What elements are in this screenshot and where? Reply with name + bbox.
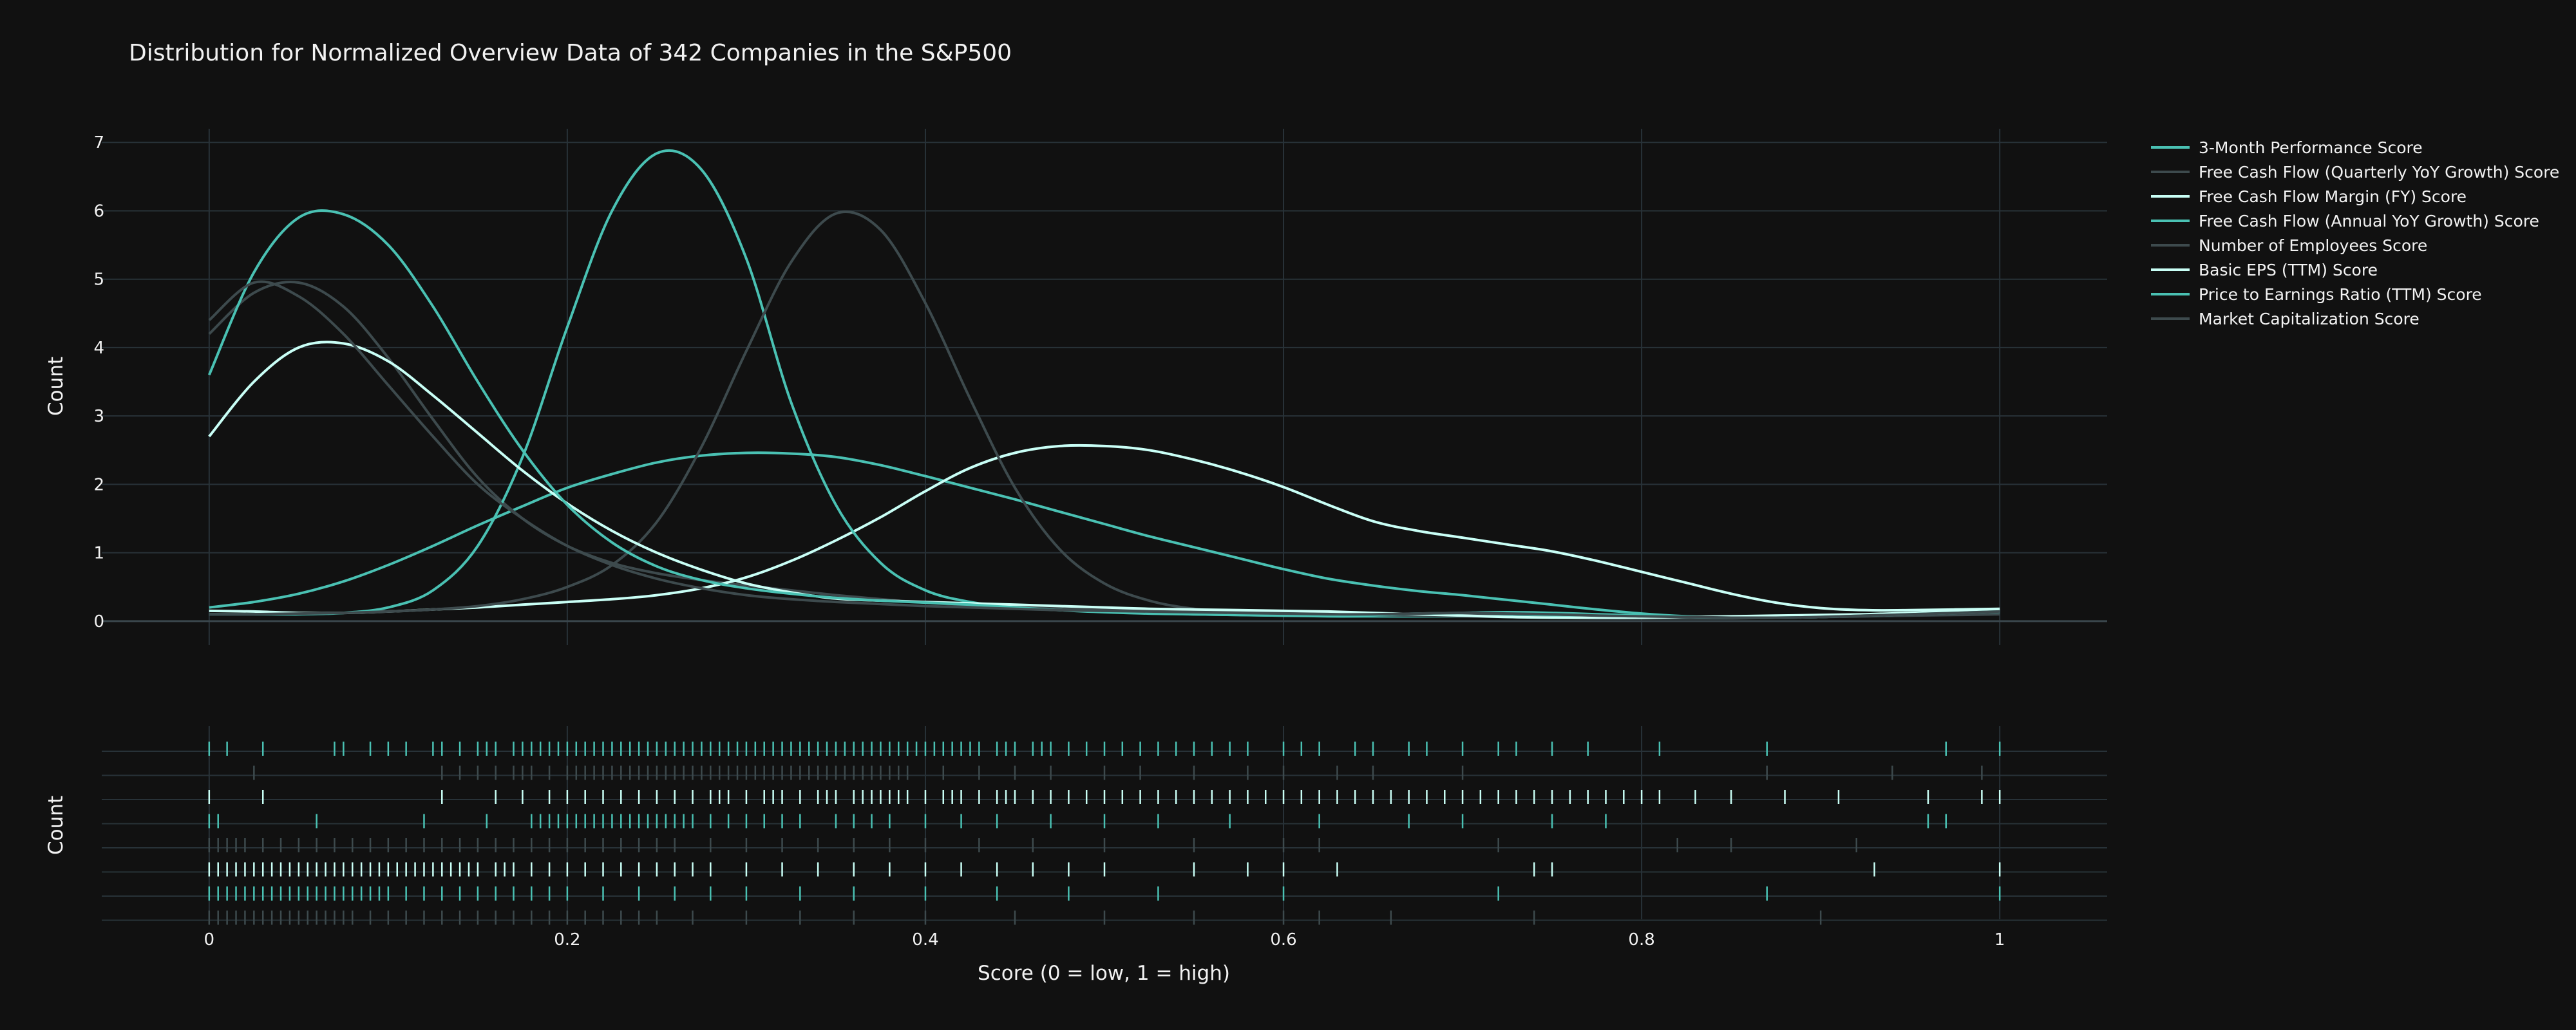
legend[interactable]: 3-Month Performance Score Free Cash Flow … bbox=[2151, 135, 2559, 331]
legend-item[interactable]: Number of Employees Score bbox=[2151, 233, 2559, 258]
y-tick-label: 5 bbox=[93, 270, 104, 290]
y-tick-label: 6 bbox=[93, 201, 104, 221]
legend-item[interactable]: Basic EPS (TTM) Score bbox=[2151, 258, 2559, 282]
density-curve bbox=[208, 280, 2000, 619]
x-tick-label: 0.8 bbox=[1628, 930, 1654, 950]
y-tick-label: 3 bbox=[93, 407, 104, 426]
legend-item[interactable]: Price to Earnings Ratio (TTM) Score bbox=[2151, 282, 2559, 306]
density-curve bbox=[208, 281, 2000, 619]
legend-swatch bbox=[2151, 146, 2190, 149]
legend-label: Free Cash Flow (Quarterly YoY Growth) Sc… bbox=[2199, 162, 2560, 182]
y-tick-label: 7 bbox=[93, 133, 104, 153]
density-grid bbox=[102, 129, 2107, 645]
legend-item[interactable]: Free Cash Flow (Annual YoY Growth) Score bbox=[2151, 209, 2559, 233]
density-curve bbox=[209, 210, 2000, 620]
y-tick-labels: 0 1 2 3 4 5 6 7 bbox=[93, 133, 104, 632]
legend-item[interactable]: Free Cash Flow (Quarterly YoY Growth) Sc… bbox=[2151, 160, 2559, 184]
legend-swatch bbox=[2151, 171, 2190, 173]
legend-swatch bbox=[2151, 317, 2190, 320]
rug-marks bbox=[208, 742, 2001, 925]
legend-label: Basic EPS (TTM) Score bbox=[2199, 260, 2378, 279]
legend-label: 3-Month Performance Score bbox=[2199, 138, 2423, 157]
y-tick-label: 2 bbox=[93, 475, 104, 494]
density-curve bbox=[207, 209, 2000, 619]
x-tick-label: 1 bbox=[1994, 930, 2005, 950]
legend-swatch bbox=[2151, 268, 2190, 271]
chart-title: Distribution for Normalized Overview Dat… bbox=[129, 40, 1012, 66]
x-tick-label: 0.2 bbox=[554, 930, 580, 950]
legend-item[interactable]: Market Capitalization Score bbox=[2151, 306, 2559, 331]
rug-y-axis-title: Count bbox=[44, 796, 68, 855]
x-tick-label: 0.4 bbox=[912, 930, 938, 950]
legend-swatch bbox=[2151, 220, 2190, 222]
x-tick-label: 0 bbox=[204, 930, 215, 950]
density-curve bbox=[209, 444, 2000, 615]
legend-label: Price to Earnings Ratio (TTM) Score bbox=[2199, 285, 2482, 304]
legend-swatch bbox=[2151, 195, 2190, 198]
x-axis-title: Score (0 = low, 1 = high) bbox=[978, 962, 1230, 985]
legend-label: Free Cash Flow (Annual YoY Growth) Score bbox=[2199, 211, 2539, 230]
y-axis-title: Count bbox=[44, 357, 68, 416]
x-tick-label: 0.6 bbox=[1270, 930, 1296, 950]
legend-swatch bbox=[2151, 244, 2190, 247]
legend-label: Free Cash Flow Margin (FY) Score bbox=[2199, 187, 2467, 206]
x-tick-labels: 0 0.2 0.4 0.6 0.8 1 bbox=[204, 930, 2005, 950]
legend-label: Number of Employees Score bbox=[2199, 236, 2428, 255]
density-lines bbox=[207, 149, 2000, 620]
y-tick-label: 1 bbox=[93, 544, 104, 563]
legend-item[interactable]: 3-Month Performance Score bbox=[2151, 135, 2559, 160]
y-tick-label: 4 bbox=[93, 339, 104, 358]
legend-label: Market Capitalization Score bbox=[2199, 309, 2420, 328]
y-tick-label: 0 bbox=[93, 612, 104, 632]
legend-item[interactable]: Free Cash Flow Margin (FY) Score bbox=[2151, 184, 2559, 209]
legend-swatch bbox=[2151, 293, 2190, 295]
